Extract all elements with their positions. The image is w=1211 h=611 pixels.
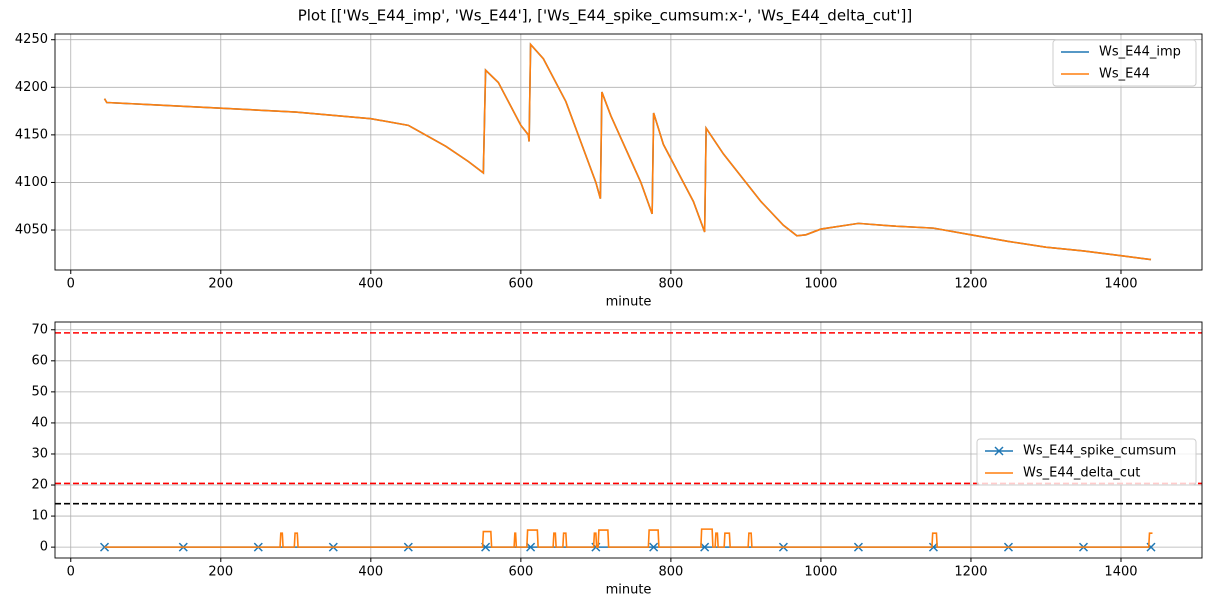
x-tick-label: 1200 bbox=[954, 277, 987, 292]
y-tick-label: 4050 bbox=[15, 223, 48, 238]
x-tick-label: 1400 bbox=[1104, 277, 1137, 292]
legend-label: Ws_E44_spike_cumsum bbox=[1023, 444, 1176, 459]
y-tick-label: 50 bbox=[31, 384, 48, 399]
marker bbox=[928, 542, 938, 552]
legend-label: Ws_E44_imp bbox=[1099, 45, 1181, 60]
axes-frame bbox=[54, 321, 1203, 559]
plot-area bbox=[103, 42, 1152, 261]
x-tick-label: 1000 bbox=[804, 277, 837, 292]
series-line bbox=[103, 42, 1152, 261]
y-tick-label: 60 bbox=[31, 353, 48, 368]
marker bbox=[526, 542, 536, 552]
x-tick-label: 400 bbox=[358, 565, 383, 580]
y-tick-label: 4250 bbox=[15, 32, 48, 47]
x-tick-label: 1000 bbox=[804, 565, 837, 580]
x-tick-label: 600 bbox=[508, 565, 533, 580]
x-tick-label: 800 bbox=[658, 277, 683, 292]
y-tick-label: 40 bbox=[31, 415, 48, 430]
x-tick-label: 200 bbox=[208, 277, 233, 292]
x-axis-label: minute bbox=[606, 583, 652, 598]
legend-label: Ws_E44 bbox=[1099, 67, 1150, 82]
series-line bbox=[104, 528, 1153, 548]
x-tick-label: 800 bbox=[658, 565, 683, 580]
legend-label: Ws_E44_delta_cut bbox=[1023, 466, 1140, 481]
marker bbox=[649, 542, 659, 552]
y-tick-label: 70 bbox=[31, 322, 48, 337]
x-tick-label: 400 bbox=[358, 277, 383, 292]
marker bbox=[700, 542, 710, 552]
axes-frame bbox=[54, 33, 1203, 271]
x-tick-label: 600 bbox=[508, 277, 533, 292]
x-axis-label: minute bbox=[606, 295, 652, 310]
figure-title: Plot [['Ws_E44_imp', 'Ws_E44'], ['Ws_E44… bbox=[298, 7, 913, 26]
x-tick-label: 0 bbox=[67, 565, 75, 580]
y-tick-label: 0 bbox=[40, 540, 48, 555]
y-tick-label: 4200 bbox=[15, 80, 48, 95]
x-tick-label: 0 bbox=[67, 277, 75, 292]
x-tick-label: 1400 bbox=[1104, 565, 1137, 580]
y-tick-label: 4100 bbox=[15, 175, 48, 190]
y-tick-label: 30 bbox=[31, 446, 48, 461]
y-tick-label: 4150 bbox=[15, 127, 48, 142]
legend-marker bbox=[994, 446, 1004, 456]
legend-box bbox=[976, 438, 1197, 486]
y-tick-label: 10 bbox=[31, 509, 48, 524]
x-tick-label: 200 bbox=[208, 565, 233, 580]
x-tick-label: 1200 bbox=[954, 565, 987, 580]
y-tick-label: 20 bbox=[31, 478, 48, 493]
